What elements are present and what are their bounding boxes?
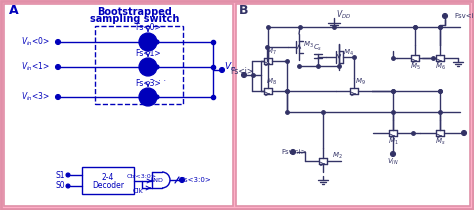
Text: $V_{in}$<3>: $V_{in}$<3> [21, 91, 51, 103]
Circle shape [139, 58, 157, 76]
Text: $C_s$: $C_s$ [313, 43, 323, 53]
Text: $V_{in}$<0>: $V_{in}$<0> [21, 36, 51, 48]
Text: $V_{IN}$: $V_{IN}$ [387, 157, 399, 167]
Text: $M_5$: $M_5$ [410, 62, 420, 72]
Circle shape [139, 88, 157, 106]
Circle shape [443, 13, 447, 18]
Text: S1: S1 [55, 171, 65, 180]
Text: Ctr<3:0>: Ctr<3:0> [127, 173, 157, 178]
Circle shape [219, 67, 225, 72]
Text: Decoder: Decoder [92, 181, 124, 189]
Text: $M_3$: $M_3$ [302, 40, 313, 50]
Text: $M_2$: $M_2$ [332, 151, 342, 161]
Circle shape [55, 39, 61, 45]
Circle shape [391, 151, 395, 156]
Circle shape [155, 40, 159, 44]
Circle shape [55, 64, 61, 70]
Text: $M_s$: $M_s$ [435, 137, 445, 147]
Text: Fs<3:0>: Fs<3:0> [181, 177, 211, 183]
Circle shape [155, 95, 159, 99]
Text: Fs<1>: Fs<1> [135, 49, 161, 58]
Text: · · ·: · · · [154, 77, 166, 87]
Text: B: B [239, 4, 249, 17]
Circle shape [66, 173, 70, 177]
Text: $M_4$: $M_4$ [343, 48, 354, 58]
Bar [82, 167, 134, 194]
Text: $M_1$: $M_1$ [388, 137, 398, 147]
Circle shape [462, 130, 466, 135]
Text: Fs<3>: Fs<3> [135, 79, 161, 88]
Text: Fsv<i>: Fsv<i> [281, 149, 307, 155]
Text: $V_{DD}$: $V_{DD}$ [336, 9, 351, 21]
Text: $M_6$: $M_6$ [435, 62, 446, 72]
Text: Bootstrapped: Bootstrapped [98, 7, 173, 17]
Text: $M_7$: $M_7$ [265, 47, 276, 57]
Text: $M_8$: $M_8$ [265, 77, 276, 87]
Text: $M_9$: $M_9$ [355, 77, 365, 87]
Circle shape [66, 184, 70, 188]
Text: Clk: Clk [133, 188, 144, 194]
Text: $V_{in}$<1>: $V_{in}$<1> [21, 61, 51, 73]
Circle shape [155, 65, 159, 69]
Circle shape [241, 72, 246, 77]
Text: $V_n$: $V_n$ [224, 61, 236, 73]
Text: sampling switch: sampling switch [91, 14, 180, 24]
Text: Fs<0>: Fs<0> [135, 24, 161, 33]
Bar [4, 4, 233, 206]
Text: Fs<i>: Fs<i> [230, 67, 254, 76]
Text: Fsv<i>: Fsv<i> [454, 13, 474, 19]
Bar [236, 4, 470, 206]
Bar [95, 26, 183, 104]
Circle shape [291, 150, 295, 155]
Circle shape [180, 177, 184, 182]
Text: 2-4: 2-4 [102, 172, 114, 181]
Circle shape [139, 33, 157, 51]
Text: AND: AND [150, 177, 164, 182]
Text: A: A [9, 4, 19, 17]
Circle shape [55, 94, 61, 100]
Text: S0: S0 [55, 181, 65, 190]
